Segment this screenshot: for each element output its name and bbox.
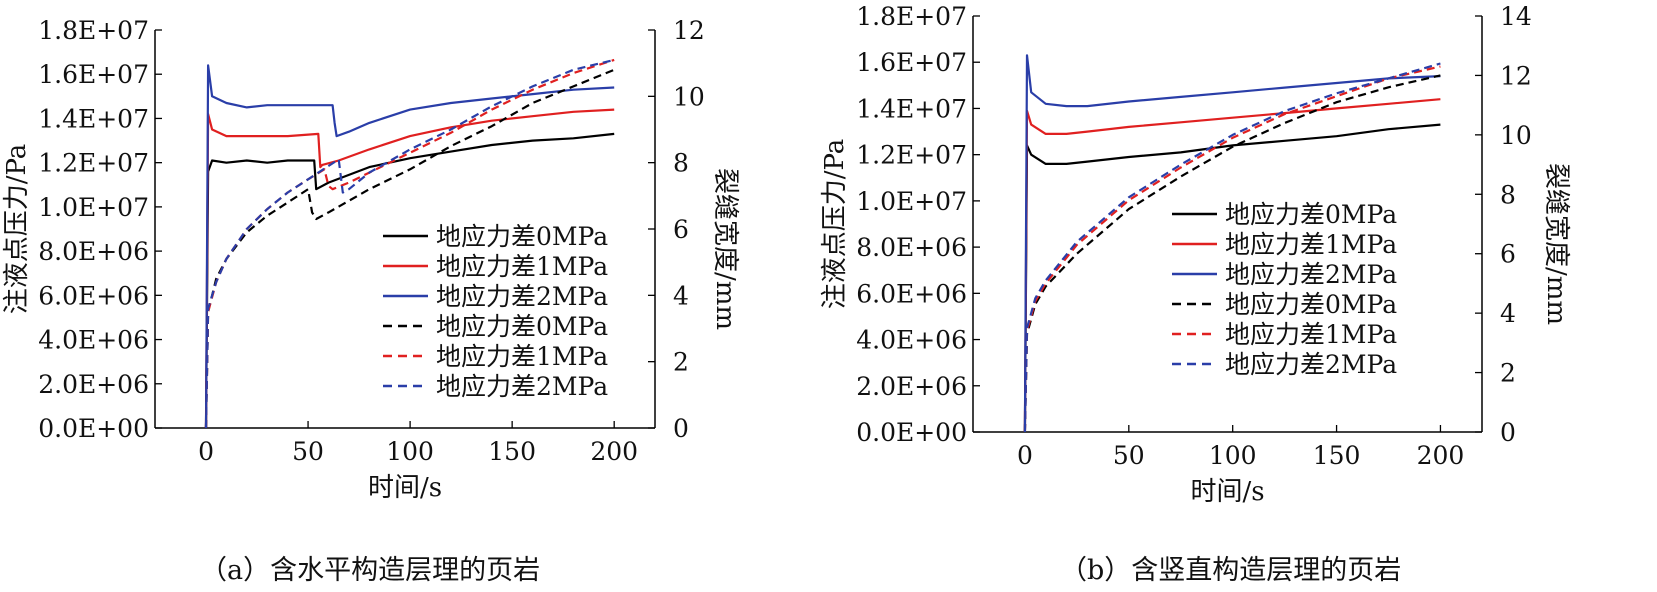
series-line-4 (1023, 65, 1441, 433)
caption-panel-b: （b）含竖直构造层理的页岩 (1060, 555, 1402, 586)
y-right-tick-label: 12 (1500, 61, 1532, 90)
legend-label-5: 地应力差2MPa (1225, 350, 1397, 379)
y-right-tick-label: 2 (1500, 359, 1516, 388)
y-left-tick-label: 8.0E+06 (38, 237, 149, 266)
y-left-tick-label: 1.0E+07 (856, 187, 967, 216)
y-right-tick-label: 10 (673, 82, 705, 111)
chart-panel-a: 0.0E+00 2.0E+06 4.0E+06 6.0E+06 8.0E+06 1.0E+… (2, 16, 740, 503)
y-right-tick-label: 0 (1500, 418, 1516, 447)
y-left-tick-label: 6.0E+06 (856, 279, 967, 308)
y-right-tick-label: 10 (1500, 121, 1532, 150)
y-left-tick-label: 2.0E+06 (856, 372, 967, 401)
x-tick-label: 150 (488, 437, 536, 466)
y-right-tick-label: 2 (673, 348, 689, 377)
y-left-tick-label: 1.6E+07 (38, 60, 149, 89)
y-left-tick-label: 1.4E+07 (38, 104, 149, 133)
y-left-tick-label: 1.2E+07 (856, 141, 967, 170)
y-axis-left-label: 注液点压力/Pa (820, 139, 850, 310)
series-line-1 (1023, 98, 1441, 433)
legend-label-0: 地应力差0MPa (436, 222, 608, 251)
legend-label-1: 地应力差1MPa (436, 252, 608, 281)
y-left-tick-label: 8.0E+06 (856, 233, 967, 262)
series-line-2 (1023, 54, 1441, 433)
y-left-tick-label: 0.0E+00 (856, 418, 967, 447)
y-right-tick-label: 0 (673, 414, 689, 443)
y-right-tick-label: 4 (1500, 299, 1516, 328)
x-tick-label: 0 (1017, 441, 1033, 470)
y-right-tick-label: 14 (1500, 2, 1532, 31)
legend-label-0: 地应力差0MPa (1225, 200, 1397, 229)
y-left-tick-label: 1.2E+07 (38, 149, 149, 178)
y-left-tick-label: 1.0E+07 (38, 193, 149, 222)
y-left-tick-label: 1.6E+07 (856, 48, 967, 77)
series-line-1 (204, 108, 615, 429)
series-line-5 (1023, 62, 1441, 433)
y-left-tick-label: 1.8E+07 (38, 16, 149, 45)
x-tick-label: 100 (1209, 441, 1257, 470)
x-tick-label: 50 (292, 437, 324, 466)
legend-label-4: 地应力差1MPa (1225, 320, 1397, 349)
y-axis-left-label: 注液点压力/Pa (2, 144, 32, 315)
series-line-0 (204, 132, 615, 429)
legend-label-4: 地应力差1MPa (436, 342, 608, 371)
x-tick-label: 150 (1313, 441, 1361, 470)
legend-label-3: 地应力差0MPa (1225, 290, 1397, 319)
series-line-0 (1023, 123, 1441, 433)
y-axis-right-label: 裂缝宽度/mm (1541, 163, 1571, 325)
y-left-tick-label: 2.0E+06 (38, 370, 149, 399)
x-axis-label: 时间/s (368, 473, 442, 503)
legend-label-3: 地应力差0MPa (436, 312, 608, 341)
x-tick-label: 200 (590, 437, 638, 466)
legend-label-2: 地应力差2MPa (436, 282, 608, 311)
y-left-tick-label: 1.8E+07 (856, 2, 967, 31)
legend: 地应力差0MPa地应力差1MPa地应力差2MPa地应力差0MPa地应力差1MPa… (383, 222, 608, 401)
chart-panel-b: 0.0E+00 2.0E+06 4.0E+06 6.0E+06 8.0E+06 1.0E+… (820, 2, 1571, 507)
y-right-tick-label: 4 (673, 281, 689, 310)
x-tick-label: 50 (1113, 441, 1145, 470)
legend: 地应力差0MPa地应力差1MPa地应力差2MPa地应力差0MPa地应力差1MPa… (1172, 200, 1397, 379)
x-tick-label: 200 (1417, 441, 1465, 470)
y-axis-right-label: 裂缝宽度/mm (710, 168, 740, 330)
y-left-tick-label: 4.0E+06 (38, 326, 149, 355)
y-left-tick-label: 4.0E+06 (856, 326, 967, 355)
y-right-tick-label: 6 (1500, 240, 1516, 269)
y-right-tick-label: 8 (1500, 180, 1516, 209)
x-tick-label: 100 (386, 437, 434, 466)
y-left-tick-label: 6.0E+06 (38, 281, 149, 310)
legend-label-1: 地应力差1MPa (1225, 230, 1397, 259)
x-axis-label: 时间/s (1190, 477, 1264, 507)
caption-panel-a: （a）含水平构造层理的页岩 (200, 555, 541, 586)
series-line-5 (204, 58, 615, 429)
y-left-tick-label: 1.4E+07 (856, 94, 967, 123)
y-left-tick-label: 0.0E+00 (38, 414, 149, 443)
y-right-tick-label: 8 (673, 149, 689, 178)
legend-label-2: 地应力差2MPa (1225, 260, 1397, 289)
legend-label-5: 地应力差2MPa (436, 372, 608, 401)
y-right-tick-label: 12 (673, 16, 705, 45)
series-line-2 (204, 64, 615, 429)
y-right-tick-label: 6 (673, 215, 689, 244)
x-tick-label: 0 (198, 437, 214, 466)
